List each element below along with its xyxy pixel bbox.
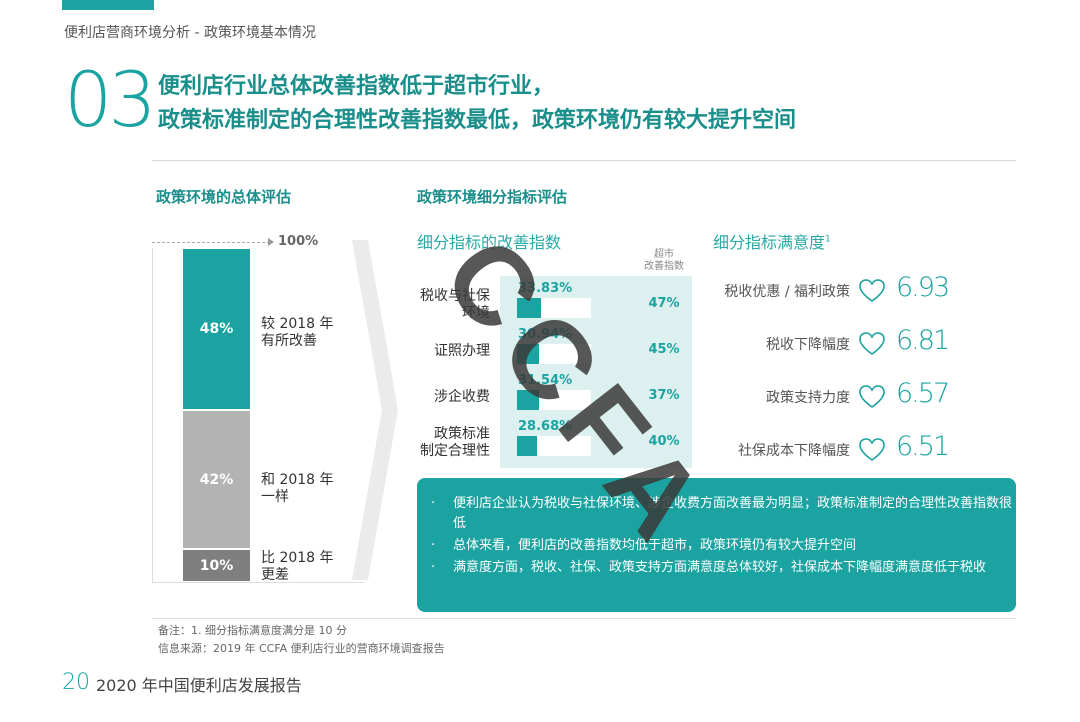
supermarket-value-label: 40% [648,434,680,449]
satisfaction-score: 6.93 [896,272,950,303]
top-marker-label: 100% [278,234,319,249]
right-panel-title: 政策环境细分指标评估 [417,188,568,206]
satisfaction-subtitle: 细分指标满意度1 [713,229,831,253]
category-label-line: 制定合理性 [420,443,490,459]
stack-segment-improved: 48% [183,249,250,409]
stack-label-improved-line2: 有所改善 [261,333,317,349]
note-bullet: · [431,496,436,511]
heart-icon [859,332,885,355]
note-text: 满意度方面，税收、社保、政策支持方面满意度总体较好，社保成本下降幅度满意度低于税… [453,560,987,575]
stack-label-worse: 比 2018 年 更差 [261,550,334,584]
bar-value-label: 33.83% [518,281,573,296]
top-marker-line [152,242,270,243]
category-label-line: 政策标准 [434,426,490,442]
heart-icon [859,438,885,461]
top-marker-arrow [268,238,274,246]
top-accent-bar [62,0,154,10]
category-label: 证照办理 [330,343,490,360]
satisfaction-score: 6.81 [896,325,950,356]
note-text: 便利店企业认为税收与社保环境、涉企收费方面改善最为明显；政策标准制定的合理性改善… [453,496,1013,531]
footnote-divider [152,618,1016,619]
stack-value-improved: 48% [199,321,234,337]
headline-line-2: 政策标准制定的合理性改善指数最低，政策环境仍有较大提升空间 [158,108,797,133]
bar-value-label: 31.54% [518,373,573,388]
bar-convenience [517,436,537,456]
category-label: 税收与社保 环境 [330,288,490,322]
bar-convenience [517,344,539,364]
heart-icon [859,385,885,408]
chevron-divider-icon [352,240,398,580]
category-label: 涉企收费 [330,389,490,406]
footnote-remark: 备注：1. 细分指标满意度满分是 10 分 [158,624,347,637]
header-divider [152,160,1016,161]
bar-convenience [517,298,541,318]
summary-notes-box: · 便利店企业认为税收与社保环境、涉企收费方面改善最为明显；政策标准制定的合理性改… [417,478,1016,612]
stack-label-worse-line2: 更差 [261,567,289,583]
supermarket-value-label: 47% [648,296,680,311]
footnote-source: 信息来源：2019 年 CCFA 便利店行业的营商环境调查报告 [158,642,445,655]
improvement-subtitle: 细分指标的改善指数 [417,233,562,252]
note-item: · 满意度方面，税收、社保、政策支持方面满意度总体较好，社保成本下降幅度满意度低于… [417,558,1016,578]
note-item: · 总体来看，便利店的改善指数均低于超市，政策环境仍有较大提升空间 [417,536,1016,556]
stack-label-improved-line1: 较 2018 年 [261,316,334,332]
satisfaction-footnote-mark: 1 [825,234,831,245]
supermarket-header-line2: 改善指数 [644,261,684,272]
supermarket-header: 超市 改善指数 [638,249,690,273]
stack-label-same-line2: 一样 [261,489,289,505]
stack-label-improved: 较 2018 年 有所改善 [261,316,334,350]
left-panel-title: 政策环境的总体评估 [156,188,292,206]
bar-value-label: 30.94% [518,327,573,342]
bar-value-label: 28.68% [518,419,573,434]
note-text: 总体来看，便利店的改善指数均低于超市，政策环境仍有较大提升空间 [453,538,857,553]
stack-axis [152,248,153,582]
satisfaction-label: 社保成本下降幅度 [738,443,850,459]
supermarket-header-line1: 超市 [654,249,674,260]
section-number: 03 [64,55,157,144]
category-label-line: 税收与社保 [420,288,490,304]
report-title: 2020 年中国便利店发展报告 [96,676,302,695]
note-bullet: · [431,560,436,575]
satisfaction-label: 税收下降幅度 [766,337,850,353]
stack-value-same: 42% [199,471,234,488]
bar-convenience [517,390,539,410]
supermarket-value-label: 45% [648,342,680,357]
supermarket-value-label: 37% [648,388,680,403]
satisfaction-label: 政策支持力度 [766,390,850,406]
breadcrumb: 便利店营商环境分析 - 政策环境基本情况 [64,25,316,41]
satisfaction-score: 6.51 [896,431,950,462]
category-label-line: 环境 [462,305,490,321]
page-headline: 便利店行业总体改善指数低于超市行业， 政策标准制定的合理性改善指数最低，政策环境… [158,70,796,138]
stack-baseline [152,582,364,583]
page-number: 20 [62,670,90,695]
stack-value-worse: 10% [199,557,234,574]
heart-icon [859,279,885,302]
stack-label-same: 和 2018 年 一样 [261,472,334,506]
note-bullet: · [431,538,436,553]
satisfaction-subtitle-text: 细分指标满意度 [713,233,826,252]
stack-segment-same: 42% [183,411,250,548]
stack-label-same-line1: 和 2018 年 [261,472,334,488]
note-item: · 便利店企业认为税收与社保环境、涉企收费方面改善最为明显；政策标准制定的合理性改… [417,494,1016,534]
satisfaction-label: 税收优惠 / 福利政策 [724,284,850,300]
category-label: 政策标准 制定合理性 [330,426,490,460]
stack-segment-worse: 10% [183,550,250,581]
headline-line-1: 便利店行业总体改善指数低于超市行业， [158,74,555,99]
category-label-line: 证照办理 [434,343,490,359]
category-label-line: 涉企收费 [434,389,490,405]
stack-label-worse-line1: 比 2018 年 [261,550,334,566]
satisfaction-score: 6.57 [896,378,950,409]
